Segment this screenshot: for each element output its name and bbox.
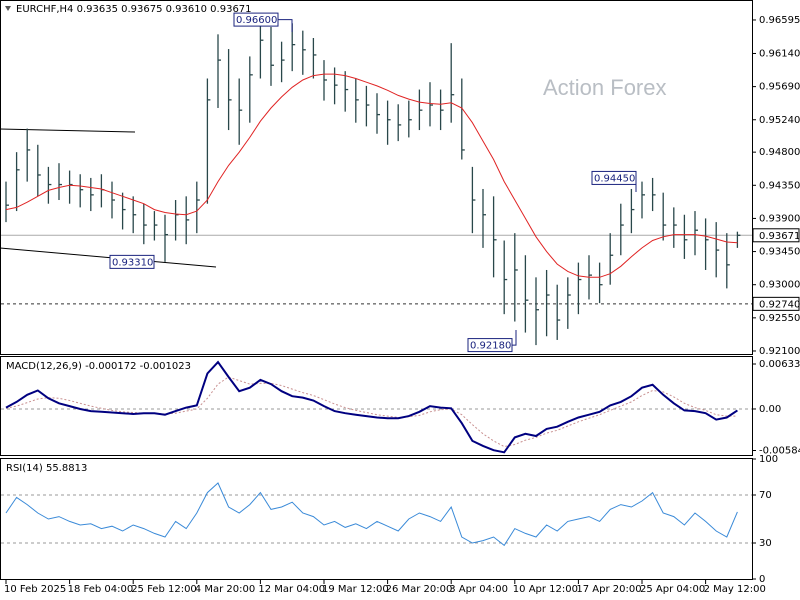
y-tick-label: 70 <box>759 490 772 501</box>
y-tick-label: 0.95690 <box>759 82 800 93</box>
y-tick-label: 0.006332 <box>759 359 800 370</box>
price-label-box <box>752 228 800 243</box>
y-tick-label: 0.92550 <box>759 313 800 324</box>
y-tick-label: 0.93900 <box>759 213 800 224</box>
y-tick-label: 0.00 <box>759 404 781 415</box>
x-tick-label: 19 Mar 12:00 <box>322 584 389 595</box>
signal-line <box>5 376 738 448</box>
price-label: 0.93671 <box>759 231 800 242</box>
y-tick-label: 0.96595 <box>759 15 800 26</box>
y-tick-label: 0.94800 <box>759 147 800 158</box>
symbol-icon <box>5 6 11 11</box>
price-label: 0.92740 <box>759 299 800 310</box>
trend-line <box>0 128 136 133</box>
y-tick-label: 0.96140 <box>759 48 800 59</box>
x-tick-label: 12 Mar 04:00 <box>258 584 325 595</box>
x-tick-label: 25 Feb 12:00 <box>131 584 197 595</box>
macd-line <box>5 360 738 454</box>
macd-panel <box>0 356 753 456</box>
price-panel <box>0 0 753 355</box>
y-tick-label: 100 <box>759 454 778 465</box>
rsi-title: RSI(14) 55.8813 <box>6 463 87 474</box>
annotation-leader <box>512 330 517 346</box>
macd-title: MACD(12,26,9) -0.000172 -0.001023 <box>6 361 191 372</box>
x-tick-label: 10 Feb 2025 <box>4 584 66 595</box>
annotation-label: 0.96600 <box>236 15 277 26</box>
x-tick-label: 17 Apr 20:00 <box>576 584 641 595</box>
x-tick-label: 10 Apr 12:00 <box>513 584 578 595</box>
annotation-label: 0.94450 <box>594 173 635 184</box>
annotation-label: 0.93310 <box>112 257 153 268</box>
annotation-label: 0.92180 <box>470 341 511 352</box>
y-tick-label: 30 <box>759 538 772 549</box>
rsi-panel <box>0 458 753 580</box>
x-tick-label: 25 Apr 04:00 <box>640 584 705 595</box>
y-tick-label: 0.92100 <box>759 346 800 357</box>
price-label-box <box>752 296 800 311</box>
y-tick-label: 0.94350 <box>759 180 800 191</box>
x-tick-label: 3 Apr 04:00 <box>449 584 508 595</box>
x-tick-label: 26 Mar 20:00 <box>386 584 453 595</box>
moving-average <box>5 73 738 278</box>
x-tick-label: 2 May 12:00 <box>704 584 766 595</box>
x-tick-label: 18 Feb 04:00 <box>68 584 134 595</box>
annotation-box <box>109 254 155 269</box>
trend-line <box>0 247 217 268</box>
y-tick-label: 0.93450 <box>759 247 800 258</box>
x-tick-label: 4 Mar 20:00 <box>195 584 255 595</box>
rsi-line <box>5 482 738 547</box>
watermark: Action Forex <box>543 75 667 100</box>
annotation-leader <box>278 19 293 32</box>
y-tick-label: 0.95240 <box>759 115 800 126</box>
y-tick-label: 0 <box>759 574 765 585</box>
chart-title: EURCHF,H4 0.93635 0.93675 0.93610 0.9367… <box>16 4 252 15</box>
y-tick-label: -0.005845 <box>759 446 800 457</box>
y-tick-label: 0.93000 <box>759 280 800 291</box>
